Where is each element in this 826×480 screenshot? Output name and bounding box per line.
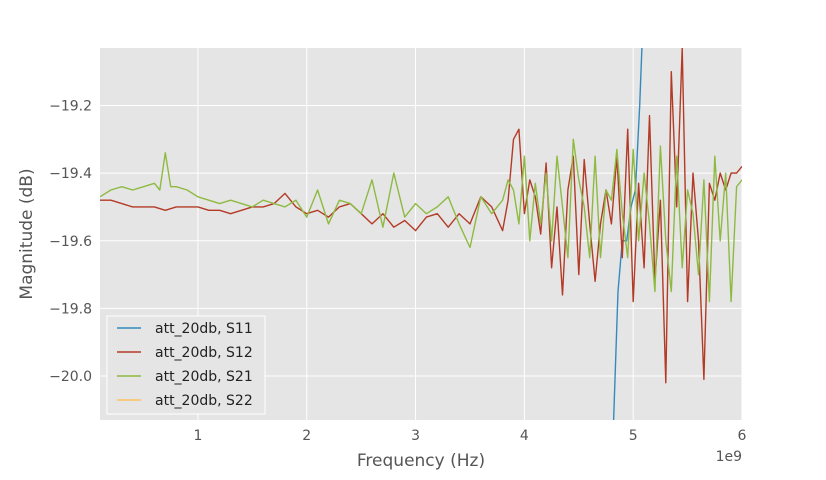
- x-tick-label: 5: [629, 428, 638, 444]
- legend-label-3: att_20db, S21: [155, 369, 253, 385]
- series-lines: [100, 48, 742, 420]
- plot-area: [100, 48, 742, 420]
- series-line-3: [100, 138, 742, 303]
- tick-labels: 1 2 3 4 5 6 −19.2 −19.4 −19.6 −19.8 −20.0: [49, 98, 746, 444]
- x-tick-label: 3: [411, 428, 420, 444]
- legend-label-1: att_20db, S11: [155, 321, 253, 337]
- y-tick-label: −20.0: [49, 369, 92, 385]
- grid: [100, 48, 743, 420]
- y-tick-label: −19.6: [49, 234, 92, 250]
- x-tick-label: 6: [738, 428, 747, 444]
- x-tick-label: 1: [193, 428, 202, 444]
- y-tick-label: −19.2: [49, 98, 92, 114]
- legend-label-2: att_20db, S12: [155, 345, 253, 361]
- x-tick-label: 2: [302, 428, 311, 444]
- y-tick-label: −19.4: [49, 166, 92, 182]
- x-tick-label: 4: [520, 428, 529, 444]
- y-axis-label: Magnitude (dB): [17, 168, 37, 299]
- legend: att_20db, S11 att_20db, S12 att_20db, S21 a…: [106, 315, 266, 415]
- x-offset-text: 1e9: [716, 449, 742, 465]
- legend-box: [106, 315, 266, 415]
- x-axis-label: Frequency (Hz): [357, 451, 485, 471]
- y-tick-label: −19.8: [49, 301, 92, 317]
- legend-label-4: att_20db, S22: [155, 393, 253, 409]
- series-line-2: [100, 48, 742, 384]
